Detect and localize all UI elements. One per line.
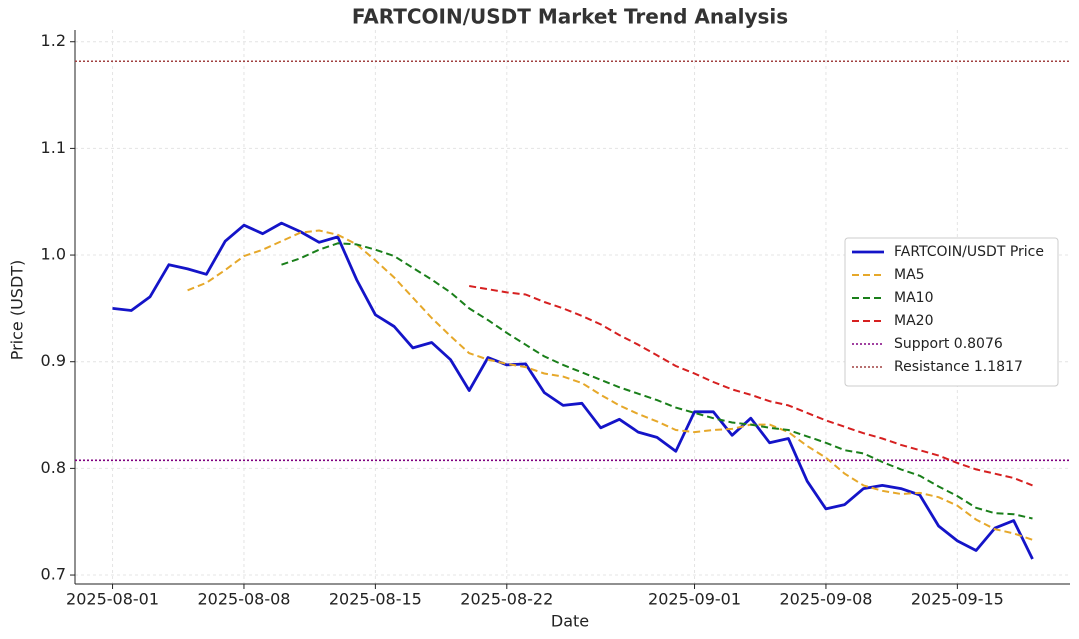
chart-title: FARTCOIN/USDT Market Trend Analysis — [352, 5, 788, 29]
x-tick-label: 2025-08-08 — [197, 590, 290, 609]
x-tick-label: 2025-09-08 — [779, 590, 872, 609]
x-tick-label: 2025-09-01 — [648, 590, 741, 609]
legend-label: MA5 — [894, 267, 925, 283]
y-tick-label: 0.8 — [41, 458, 66, 477]
y-tick-label: 1.1 — [41, 138, 66, 157]
series-line — [469, 285, 1033, 487]
y-tick-label: 1.0 — [41, 245, 66, 264]
legend-label: Resistance 1.1817 — [894, 359, 1023, 375]
series-line — [281, 242, 1033, 520]
y-tick-label: 0.9 — [41, 351, 66, 370]
x-tick-label: 2025-08-15 — [329, 590, 422, 609]
legend-label: MA10 — [894, 290, 933, 306]
legend-label: FARTCOIN/USDT Price — [894, 244, 1044, 260]
legend-label: MA20 — [894, 313, 933, 329]
y-axis-label: Price (USDT) — [8, 260, 27, 361]
legend-label: Support 0.8076 — [894, 336, 1003, 352]
x-tick-label: 2025-08-22 — [460, 590, 553, 609]
y-tick-label: 1.2 — [41, 31, 66, 50]
legend: FARTCOIN/USDT Price MA5 MA10 MA20 Support 0.… — [844, 237, 1059, 387]
x-axis-label: Date — [551, 612, 589, 631]
series-line — [187, 229, 1033, 541]
y-tick-label: 0.7 — [41, 565, 66, 584]
x-tick-label: 2025-08-01 — [66, 590, 159, 609]
x-tick-label: 2025-09-15 — [911, 590, 1004, 609]
series-line — [112, 221, 1034, 560]
legend-box — [844, 237, 1059, 387]
